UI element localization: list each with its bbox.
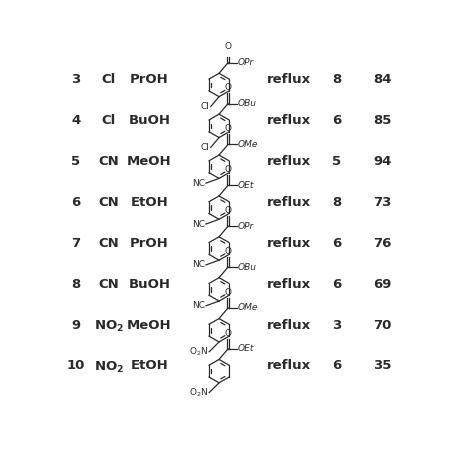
Text: reflux: reflux <box>267 114 311 127</box>
Text: $\mathregular{O_2N}$: $\mathregular{O_2N}$ <box>189 346 208 358</box>
Text: OMe: OMe <box>238 140 258 149</box>
Text: O: O <box>225 42 231 51</box>
Text: Cl: Cl <box>201 143 210 152</box>
Text: 6: 6 <box>71 196 81 209</box>
Text: O: O <box>225 124 231 133</box>
Text: NC: NC <box>192 260 205 269</box>
Text: OEt: OEt <box>238 181 255 190</box>
Text: PrOH: PrOH <box>130 237 169 250</box>
Text: 84: 84 <box>373 73 392 86</box>
Text: Cl: Cl <box>102 114 116 127</box>
Text: 4: 4 <box>71 114 81 127</box>
Text: OBu: OBu <box>238 263 257 272</box>
Text: EtOH: EtOH <box>130 196 168 209</box>
Text: 5: 5 <box>332 155 341 168</box>
Text: MeOH: MeOH <box>127 155 172 168</box>
Text: NC: NC <box>192 179 205 188</box>
Text: CN: CN <box>99 155 119 168</box>
Text: CN: CN <box>99 237 119 250</box>
Text: OEt: OEt <box>238 344 255 353</box>
Text: 8: 8 <box>332 73 341 86</box>
Text: O: O <box>225 206 231 215</box>
Text: 35: 35 <box>374 359 392 373</box>
Text: 8: 8 <box>332 196 341 209</box>
Text: 3: 3 <box>71 73 81 86</box>
Text: reflux: reflux <box>267 278 311 291</box>
Text: $\mathregular{O_2N}$: $\mathregular{O_2N}$ <box>189 386 208 399</box>
Text: 7: 7 <box>71 237 81 250</box>
Text: reflux: reflux <box>267 319 311 332</box>
Text: OPr: OPr <box>238 58 254 67</box>
Text: O: O <box>225 83 231 92</box>
Text: BuOH: BuOH <box>128 278 170 291</box>
Text: PrOH: PrOH <box>130 73 169 86</box>
Text: 6: 6 <box>332 114 341 127</box>
Text: 76: 76 <box>374 237 392 250</box>
Text: O: O <box>225 165 231 174</box>
Text: OPr: OPr <box>238 222 254 231</box>
Text: 9: 9 <box>71 319 81 332</box>
Text: CN: CN <box>99 278 119 291</box>
Text: EtOH: EtOH <box>130 359 168 373</box>
Text: 69: 69 <box>374 278 392 291</box>
Text: 85: 85 <box>374 114 392 127</box>
Text: 6: 6 <box>332 359 341 373</box>
Text: 73: 73 <box>374 196 392 209</box>
Text: BuOH: BuOH <box>128 114 170 127</box>
Text: 6: 6 <box>332 278 341 291</box>
Text: reflux: reflux <box>267 359 311 373</box>
Text: 6: 6 <box>332 237 341 250</box>
Text: OBu: OBu <box>238 99 257 108</box>
Text: NC: NC <box>192 219 205 228</box>
Text: 3: 3 <box>332 319 341 332</box>
Text: $\mathregular{NO_2}$: $\mathregular{NO_2}$ <box>94 319 124 334</box>
Text: reflux: reflux <box>267 73 311 86</box>
Text: NC: NC <box>192 301 205 310</box>
Text: O: O <box>225 288 231 297</box>
Text: 8: 8 <box>71 278 81 291</box>
Text: reflux: reflux <box>267 237 311 250</box>
Text: CN: CN <box>99 196 119 209</box>
Text: reflux: reflux <box>267 196 311 209</box>
Text: 10: 10 <box>66 359 85 373</box>
Text: MeOH: MeOH <box>127 319 172 332</box>
Text: O: O <box>225 247 231 256</box>
Text: Cl: Cl <box>102 73 116 86</box>
Text: 5: 5 <box>71 155 81 168</box>
Text: $\mathregular{NO_2}$: $\mathregular{NO_2}$ <box>94 359 124 374</box>
Text: 94: 94 <box>374 155 392 168</box>
Text: O: O <box>225 328 231 337</box>
Text: OMe: OMe <box>238 303 258 312</box>
Text: 70: 70 <box>374 319 392 332</box>
Text: reflux: reflux <box>267 155 311 168</box>
Text: Cl: Cl <box>201 102 210 111</box>
